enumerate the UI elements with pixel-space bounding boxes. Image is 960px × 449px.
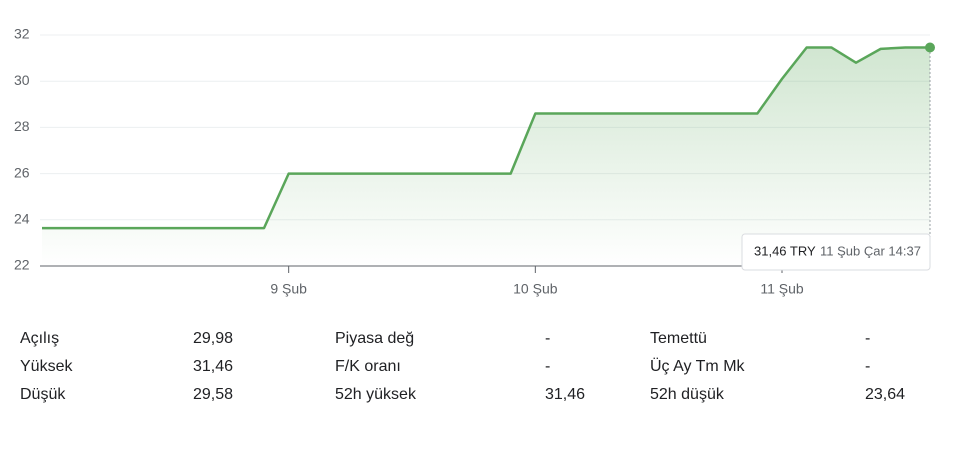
stat-value: 31,46 <box>193 358 233 375</box>
stat-value: 29,98 <box>193 330 233 347</box>
y-tick-label: 30 <box>14 72 30 88</box>
stat-label: Piyasa değ <box>335 330 414 347</box>
line <box>42 46 930 230</box>
y-tick-label: 24 <box>14 211 30 227</box>
stat-label: Düşük <box>20 386 66 403</box>
tooltip-box <box>741 233 931 271</box>
stat-label: Üç Ay Tm Mk <box>650 357 746 375</box>
tooltip-time: 11 Şub Çar 14:37 <box>820 243 921 258</box>
stat-label: 52h düşük <box>650 386 725 403</box>
tooltip-price: 31,46 TRY <box>754 243 816 258</box>
stat-label: F/K oranı <box>335 358 401 375</box>
stat-label: Temettü <box>650 330 707 347</box>
stat-label: Yüksek <box>20 358 73 375</box>
y-tick-label: 32 <box>14 26 30 42</box>
y-tick-label: 22 <box>14 257 30 273</box>
end-point <box>925 42 935 53</box>
stat-value: 31,46 <box>545 386 585 403</box>
x-tick-label: 11 Şub <box>760 281 804 297</box>
stat-value: - <box>545 358 550 375</box>
stat-value: 23,64 <box>865 386 905 403</box>
stat-value: - <box>865 330 870 347</box>
y-tick-label: 26 <box>14 164 30 180</box>
stat-label: Açılış <box>20 330 59 347</box>
stat-value: - <box>865 358 870 375</box>
stat-label: 52h yüksek <box>335 386 417 403</box>
stat-value: 29,58 <box>193 386 233 403</box>
x-tick-label: 10 Şub <box>513 281 558 297</box>
x-tick-label: 9 Şub <box>270 281 307 297</box>
tooltip: 31,46 TRY 11 Şub Çar 14:37 <box>741 233 931 271</box>
area <box>42 47 930 266</box>
stat-value: - <box>545 330 550 347</box>
y-tick-label: 28 <box>14 118 30 134</box>
